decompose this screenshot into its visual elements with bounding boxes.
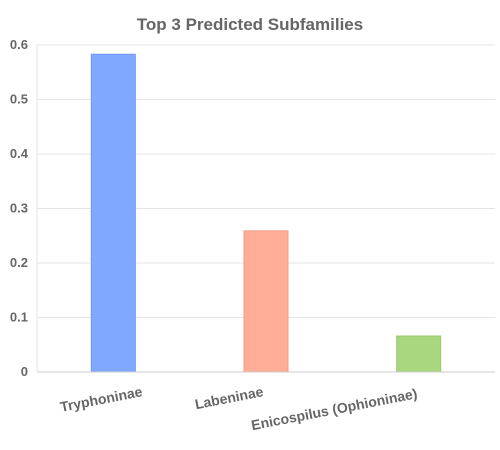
y-tick-label: 0.2 (10, 255, 28, 270)
chart-title: Top 3 Predicted Subfamilies (137, 15, 363, 34)
y-tick-label: 0.4 (10, 146, 29, 161)
bar-2[interactable] (243, 230, 289, 373)
bar-3[interactable] (396, 335, 442, 373)
y-tick-label: 0.3 (10, 201, 28, 216)
y-tick-label: 0.1 (10, 310, 28, 325)
y-axis-tick-labels: 0 0.1 0.2 0.3 0.4 0.5 0.6 (10, 37, 29, 379)
bar-1[interactable] (90, 53, 136, 373)
y-tick-label: 0.5 (10, 92, 28, 107)
bars (90, 53, 442, 373)
y-tick-label: 0 (21, 364, 28, 379)
x-category-label: Labeninae (194, 383, 265, 412)
x-category-label: Enicospilus (Ophioninae) (250, 385, 419, 433)
x-category-label: Tryphoninae (59, 383, 144, 415)
y-tick-label: 0.6 (10, 37, 28, 52)
